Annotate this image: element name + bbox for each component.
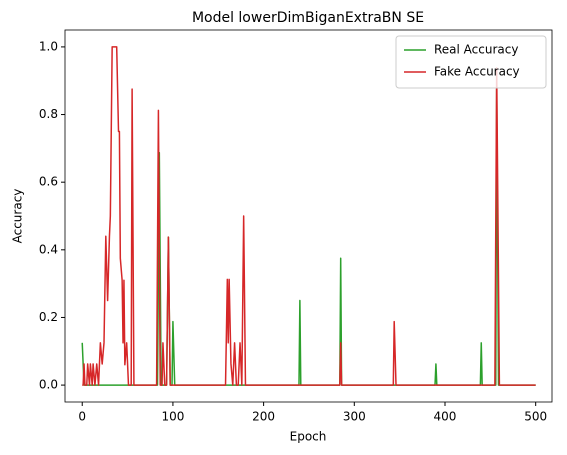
y-tick-label: 0.0 (39, 378, 58, 392)
legend-box (395, 35, 547, 89)
y-tick-label: 0.2 (39, 310, 58, 324)
x-axis-label: Epoch (290, 430, 327, 444)
x-tick-label: 100 (161, 410, 184, 424)
y-tick-label: 0.8 (39, 107, 58, 121)
x-tick-label: 500 (524, 410, 547, 424)
y-tick-label: 0.6 (39, 175, 58, 189)
legend-label: Real Accuracy (434, 43, 518, 57)
x-tick-label: 0 (78, 410, 86, 424)
x-tick-label: 300 (343, 410, 366, 424)
y-tick-label: 1.0 (39, 39, 58, 53)
x-tick-label: 200 (252, 410, 275, 424)
y-axis-label: Accuracy (11, 189, 25, 244)
chart-title: Model lowerDimBiganExtraBN SE (192, 10, 424, 26)
data-line (82, 46, 536, 386)
x-tick-label: 400 (434, 410, 457, 424)
plot-frame (64, 29, 553, 403)
legend-label: Fake Accuracy (434, 65, 520, 79)
y-tick-label: 0.4 (39, 242, 58, 256)
